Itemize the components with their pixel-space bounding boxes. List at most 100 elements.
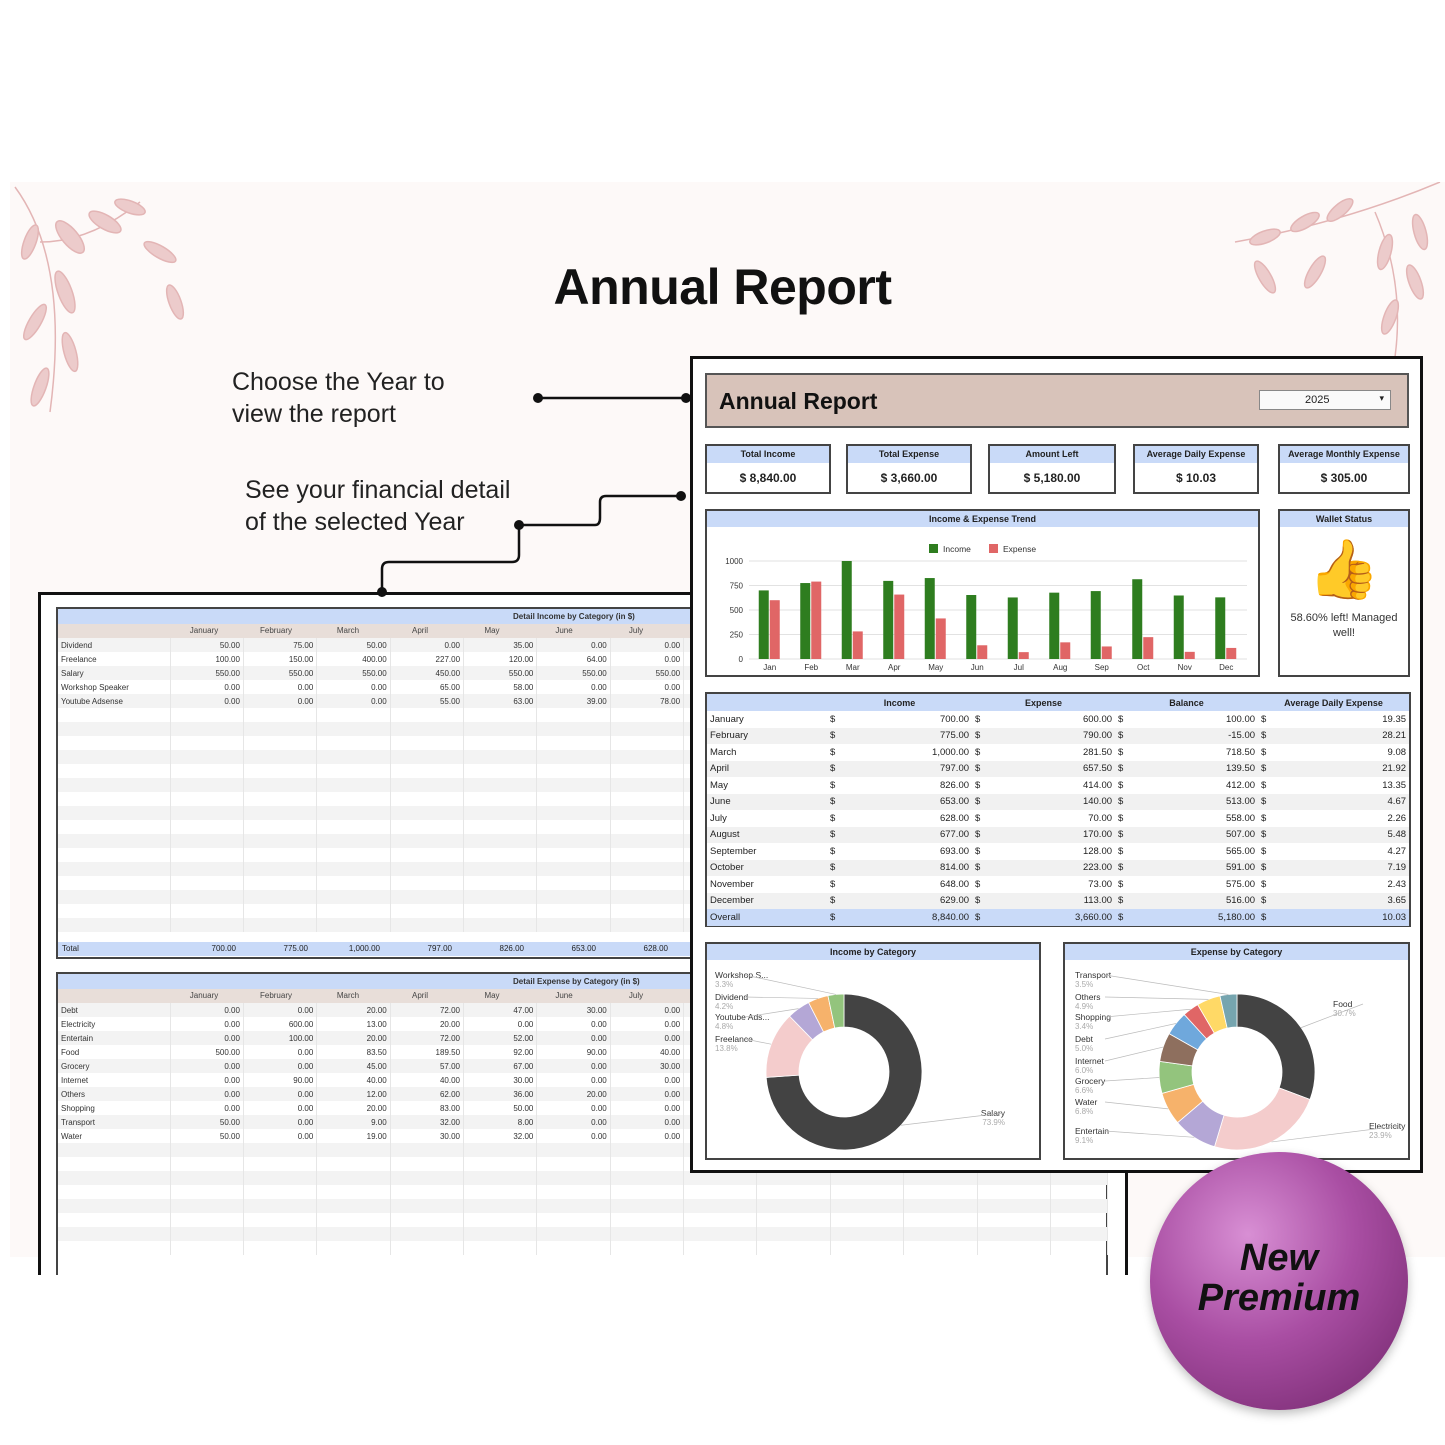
table-cell[interactable] — [610, 1213, 685, 1227]
table-cell[interactable] — [316, 764, 391, 778]
table-cell[interactable] — [58, 792, 171, 806]
table-cell[interactable] — [170, 764, 244, 778]
table-cell[interactable] — [463, 834, 538, 848]
table-cell[interactable] — [610, 834, 685, 848]
table-cell[interactable] — [316, 722, 391, 736]
table-cell[interactable]: 0.00 — [170, 1087, 244, 1101]
table-cell[interactable] — [390, 1143, 465, 1157]
table-cell[interactable] — [1050, 1227, 1109, 1241]
table-cell[interactable] — [316, 1199, 391, 1213]
table-cell[interactable] — [536, 1185, 611, 1199]
table-cell[interactable] — [170, 708, 244, 722]
table-cell[interactable] — [683, 1199, 758, 1213]
table-cell[interactable] — [58, 820, 171, 834]
table-cell[interactable] — [463, 1157, 538, 1171]
table-cell[interactable]: 0.00 — [610, 1073, 685, 1087]
table-cell[interactable] — [756, 1199, 831, 1213]
table-cell[interactable] — [243, 1143, 318, 1157]
table-cell[interactable] — [610, 750, 685, 764]
table-cell[interactable] — [1050, 1213, 1109, 1227]
table-cell[interactable] — [830, 1241, 905, 1255]
table-cell[interactable]: 55.00 — [390, 694, 465, 708]
table-cell[interactable] — [243, 750, 318, 764]
table-cell[interactable]: 50.00 — [170, 638, 244, 652]
table-cell[interactable] — [316, 834, 391, 848]
table-cell[interactable] — [243, 1185, 318, 1199]
table-cell[interactable]: 0.00 — [243, 680, 318, 694]
table-cell[interactable] — [243, 1171, 318, 1185]
table-cell[interactable]: Debt — [58, 1003, 171, 1017]
table-cell[interactable]: 550.00 — [316, 666, 391, 680]
table-cell[interactable]: 58.00 — [463, 680, 538, 694]
table-cell[interactable] — [756, 1185, 831, 1199]
table-cell[interactable] — [243, 806, 318, 820]
table-cell[interactable] — [463, 1143, 538, 1157]
table-cell[interactable] — [463, 848, 538, 862]
table-cell[interactable] — [58, 778, 171, 792]
table-cell[interactable] — [683, 1185, 758, 1199]
table-cell[interactable]: 45.00 — [316, 1059, 391, 1073]
table-cell[interactable] — [463, 876, 538, 890]
table-cell[interactable] — [610, 820, 685, 834]
table-cell[interactable] — [536, 778, 611, 792]
table-cell[interactable] — [536, 1199, 611, 1213]
table-cell[interactable] — [610, 1241, 685, 1255]
table-cell[interactable] — [170, 848, 244, 862]
table-cell[interactable] — [390, 876, 465, 890]
table-cell[interactable] — [830, 1199, 905, 1213]
table-cell[interactable] — [170, 820, 244, 834]
table-cell[interactable] — [58, 1157, 171, 1171]
table-cell[interactable]: 0.00 — [243, 1045, 318, 1059]
table-cell[interactable] — [463, 890, 538, 904]
table-cell[interactable]: Freelance — [58, 652, 171, 666]
table-cell[interactable] — [170, 862, 244, 876]
table-cell[interactable]: Grocery — [58, 1059, 171, 1073]
table-cell[interactable] — [170, 1241, 244, 1255]
table-cell[interactable] — [536, 722, 611, 736]
table-cell[interactable]: 0.00 — [536, 1073, 611, 1087]
table-cell[interactable] — [830, 1227, 905, 1241]
table-cell[interactable] — [170, 736, 244, 750]
table-cell[interactable] — [610, 890, 685, 904]
table-cell[interactable] — [243, 722, 318, 736]
table-cell[interactable] — [58, 750, 171, 764]
table-cell[interactable] — [756, 1227, 831, 1241]
table-cell[interactable] — [390, 736, 465, 750]
table-cell[interactable]: 0.00 — [610, 1017, 685, 1031]
table-cell[interactable] — [536, 806, 611, 820]
table-cell[interactable]: 0.00 — [243, 1129, 318, 1143]
table-cell[interactable]: 0.00 — [243, 1087, 318, 1101]
table-cell[interactable]: 600.00 — [243, 1017, 318, 1031]
table-cell[interactable] — [536, 1241, 611, 1255]
table-cell[interactable]: 40.00 — [390, 1073, 465, 1087]
table-cell[interactable]: 90.00 — [243, 1073, 318, 1087]
table-cell[interactable] — [243, 904, 318, 918]
table-cell[interactable] — [463, 764, 538, 778]
table-cell[interactable] — [243, 792, 318, 806]
table-cell[interactable] — [903, 1213, 978, 1227]
table-cell[interactable] — [610, 1227, 685, 1241]
table-cell[interactable]: 62.00 — [390, 1087, 465, 1101]
table-cell[interactable]: Shopping — [58, 1101, 171, 1115]
table-cell[interactable] — [903, 1185, 978, 1199]
table-cell[interactable]: 400.00 — [316, 652, 391, 666]
table-cell[interactable] — [683, 1171, 758, 1185]
table-cell[interactable]: 0.00 — [170, 680, 244, 694]
table-cell[interactable]: 0.00 — [536, 1129, 611, 1143]
table-cell[interactable] — [243, 1213, 318, 1227]
table-cell[interactable]: Transport — [58, 1115, 171, 1129]
table-cell[interactable]: 0.00 — [243, 1115, 318, 1129]
table-cell[interactable] — [610, 1157, 685, 1171]
table-cell[interactable] — [170, 918, 244, 932]
table-cell[interactable] — [390, 820, 465, 834]
table-cell[interactable] — [977, 1227, 1051, 1241]
table-cell[interactable] — [977, 1199, 1051, 1213]
table-cell[interactable] — [390, 750, 465, 764]
table-cell[interactable] — [756, 1241, 831, 1255]
table-cell[interactable] — [58, 764, 171, 778]
table-cell[interactable]: 78.00 — [610, 694, 685, 708]
table-cell[interactable]: 0.00 — [536, 638, 611, 652]
table-cell[interactable]: 0.00 — [536, 1059, 611, 1073]
table-cell[interactable] — [610, 722, 685, 736]
table-cell[interactable] — [610, 1171, 685, 1185]
